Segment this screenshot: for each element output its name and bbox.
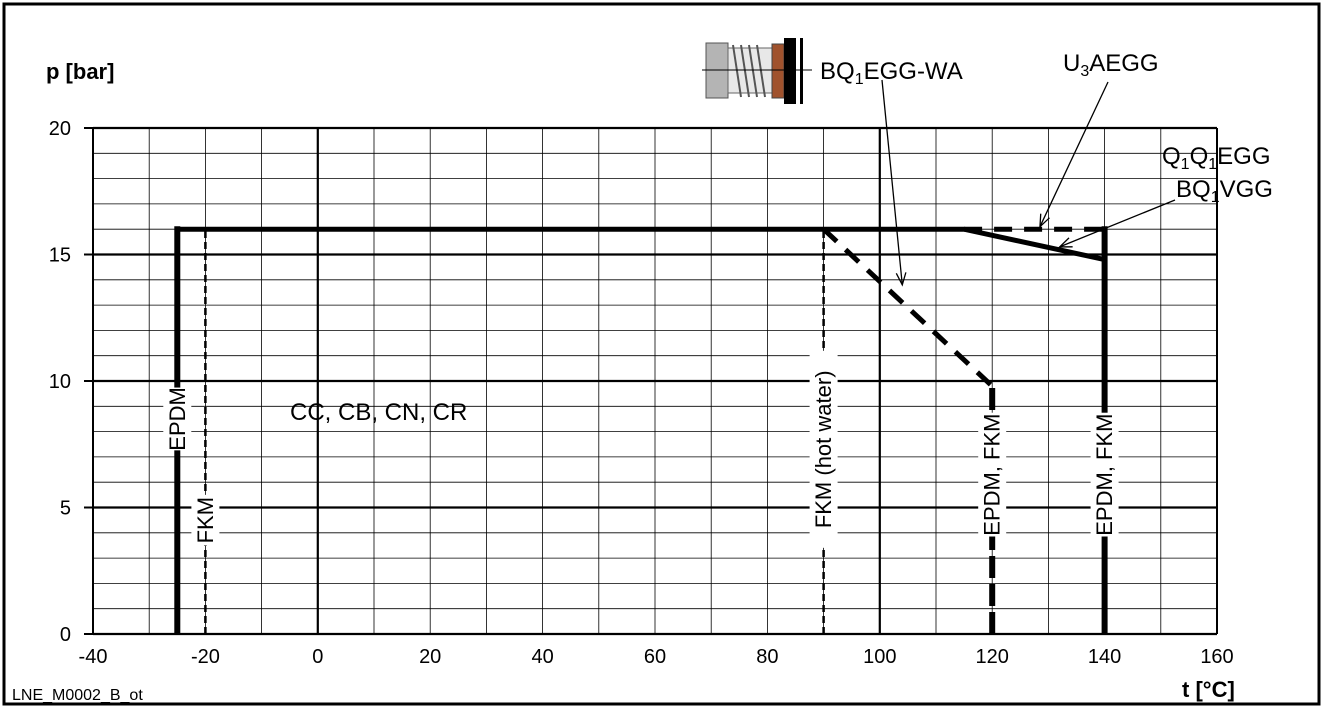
x-tick-label: 60 (644, 646, 666, 668)
annotation-arrow-line (1059, 199, 1176, 248)
annotation-arrow-head (1058, 237, 1073, 248)
grid (84, 126, 1218, 636)
y-tick-label: 10 (49, 371, 71, 393)
x-tick-label: 160 (1200, 646, 1233, 668)
shaft-seal-illustration (702, 38, 812, 104)
y-tick-label: 0 (60, 624, 71, 646)
temperature-limit-label: FKM (hot water) (811, 370, 836, 528)
annotation-arrow-head (1039, 213, 1050, 229)
limit-label-bg (191, 494, 220, 546)
x-axis-title: t [°C] (1182, 677, 1235, 702)
series-curves (177, 226, 1106, 388)
x-tick-label: 20 (419, 646, 441, 668)
limit-label-bg (1090, 412, 1119, 537)
x-tick-label: 80 (756, 646, 778, 668)
pump-range-label: CC, CB, CN, CR (290, 399, 467, 426)
x-tick-label: -20 (191, 646, 220, 668)
x-tick-label: 120 (976, 646, 1009, 668)
temperature-limit-labels: EPDM FKM FKM (hot water) EPDM, FKM EPDM, FKM (163, 350, 1119, 548)
tick-labels: -40 -20 0 20 40 60 80 100 120 140 160 0 5 10 15 20 (49, 118, 1234, 668)
seal-ring (771, 43, 785, 99)
series-line (821, 227, 994, 388)
x-tick-label: 140 (1088, 646, 1121, 668)
annotation-bq1egg-wa: BQ1EGG-WA (820, 58, 963, 88)
temperature-limit-label: EPDM, FKM (1092, 413, 1117, 535)
seal-type-annotations: BQ1EGG-WA U3AEGG Q1Q1EGG BQ1VGG (820, 50, 1273, 206)
annotation-q1q1egg: Q1Q1EGG (1162, 143, 1271, 173)
y-tick-label: 20 (49, 118, 71, 140)
annotation-arrow-line (1039, 81, 1109, 227)
limit-label-bg (163, 387, 192, 451)
y-axis-title: p [bar] (46, 59, 114, 84)
temperature-limit-label: EPDM, FKM (980, 413, 1005, 535)
y-tick-label: 5 (60, 498, 71, 520)
seal-seat (784, 38, 796, 104)
annotation-bq1vgg: BQ1VGG (1176, 176, 1273, 206)
temperature-limit-label: FKM (193, 497, 218, 543)
image-code: LNE_M0002_B_ot (12, 687, 143, 704)
x-tick-label: 40 (531, 646, 553, 668)
limit-label-bg (809, 350, 838, 548)
x-tick-label: 100 (863, 646, 896, 668)
seal-spring-coils (732, 44, 766, 98)
seal-gasket (800, 38, 803, 104)
y-tick-label: 15 (49, 245, 71, 267)
limit-label-bg (978, 412, 1007, 537)
annotation-arrow-line (881, 79, 903, 285)
annotation-arrows (881, 79, 1176, 287)
x-tick-label: -40 (79, 646, 108, 668)
temperature-limit-label: EPDM (165, 387, 190, 451)
x-tick-label: 0 (312, 646, 323, 668)
annotation-u3aegg: U3AEGG (1063, 50, 1159, 80)
annotation-arrow-head (895, 272, 907, 287)
